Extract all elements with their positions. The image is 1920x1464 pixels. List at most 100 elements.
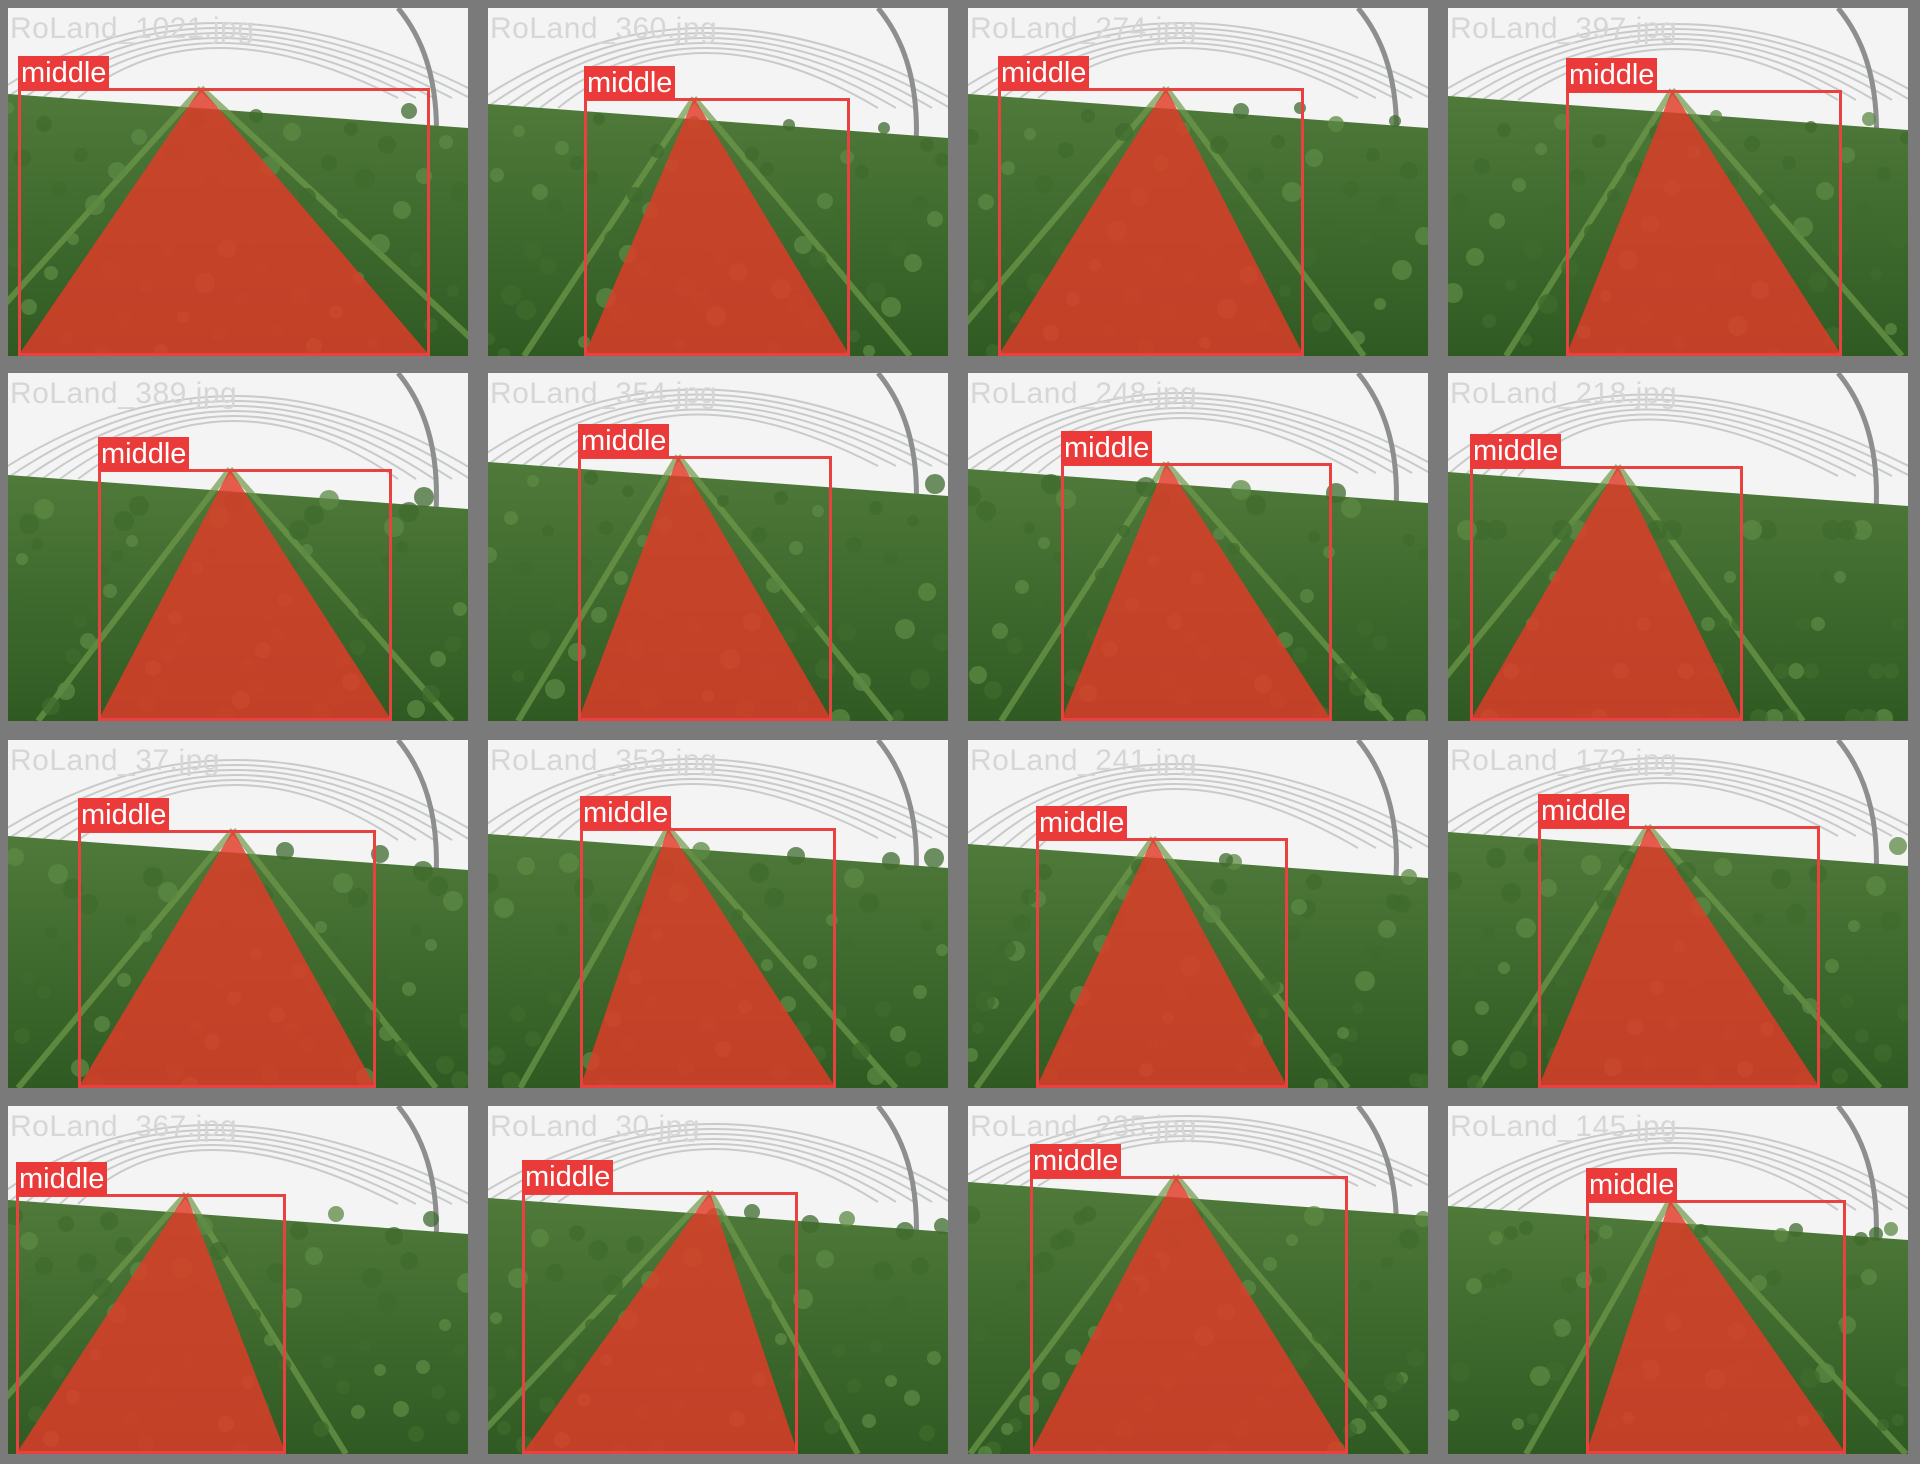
leaf [859, 893, 879, 913]
leaf [990, 966, 1010, 986]
leaf [1448, 872, 1462, 890]
leaf [488, 547, 497, 563]
leaf [824, 1418, 840, 1434]
leaf [1592, 134, 1606, 148]
leaf [125, 915, 137, 927]
leaf [789, 541, 803, 555]
segmentation-mask [78, 830, 376, 1088]
leaf [815, 659, 835, 679]
leaf [1115, 123, 1133, 141]
leaf [1897, 1005, 1908, 1021]
leaf [1406, 709, 1426, 721]
leaf [1486, 848, 1506, 868]
leaf [451, 1071, 468, 1088]
leaf [439, 135, 453, 149]
leaf [58, 1216, 74, 1232]
leaf [542, 525, 554, 537]
segmentation-mask [1538, 826, 1820, 1088]
tunnel-hoop [521, 42, 915, 109]
leaf [745, 147, 759, 161]
leaf [1846, 1274, 1862, 1290]
tunnel-hoop [968, 1120, 1428, 1187]
leaf [8, 587, 22, 601]
leaf [911, 1257, 929, 1275]
leaf [424, 318, 438, 332]
leaf [764, 888, 784, 908]
leaf [1448, 283, 1463, 303]
leaf [1868, 663, 1884, 679]
leaf [1889, 837, 1907, 855]
leaf [1742, 520, 1762, 540]
tunnel-hoop [503, 768, 933, 839]
leaf [488, 1386, 496, 1400]
leaf [1823, 1321, 1841, 1339]
leaf [1900, 132, 1908, 144]
tunnel-hoop [1463, 767, 1893, 837]
leaf [1378, 920, 1396, 938]
leaf [869, 501, 883, 515]
grass-path [1503, 88, 1675, 356]
leaf [993, 1303, 1007, 1317]
leaf [1386, 894, 1402, 910]
leaf [935, 153, 948, 167]
image-tile: RoLand_172.jpg middle [1448, 740, 1908, 1088]
leaf [1306, 874, 1322, 890]
tunnel-hoop [8, 759, 468, 830]
leaf [766, 577, 782, 593]
leaf [576, 557, 592, 573]
leaf [158, 882, 178, 902]
leaf [114, 511, 134, 531]
leaf [453, 602, 467, 616]
class-label: middle [580, 796, 672, 830]
leaf [416, 1360, 430, 1374]
leaf [553, 593, 571, 611]
tunnel-hoop [968, 768, 1428, 849]
leaf [1504, 1226, 1518, 1240]
leaf [379, 1025, 395, 1041]
leaf [423, 1211, 439, 1227]
leaf [760, 162, 774, 176]
leaf [461, 568, 468, 580]
leaf [1314, 1078, 1328, 1088]
leaf [1819, 571, 1831, 583]
leaf [1389, 115, 1401, 127]
leaf [568, 643, 586, 661]
leaf [77, 1253, 97, 1273]
leaf [1257, 1007, 1269, 1019]
leaf [74, 148, 88, 162]
leaf [1881, 911, 1901, 931]
grass-path [8, 1192, 189, 1400]
leaf [443, 891, 463, 911]
leaf [1554, 114, 1570, 130]
leaf [1848, 920, 1860, 932]
leaf [1260, 976, 1280, 996]
leaf [8, 1207, 23, 1225]
grass-path [1667, 1197, 1908, 1454]
leaf [1013, 915, 1031, 933]
leaf [37, 985, 51, 999]
grass-path [1448, 464, 1621, 680]
leaf [1248, 168, 1264, 184]
leaf [1877, 1419, 1889, 1431]
tunnel-hoop [1448, 757, 1908, 827]
leaf [304, 505, 324, 525]
tunnel-hoop [1517, 48, 1839, 101]
leaf [1800, 1368, 1820, 1388]
leaf [525, 1031, 541, 1047]
tunnel-hoop [1448, 1132, 1908, 1210]
leaf [1483, 927, 1495, 939]
image-tile: RoLand_274.jpg middle [968, 8, 1428, 356]
leaf [1016, 1280, 1028, 1292]
leaf [78, 894, 98, 914]
leaf [381, 556, 393, 568]
leaf [410, 924, 422, 936]
grass-path [1475, 824, 1651, 1088]
leaf [866, 282, 886, 302]
tunnel-hoop [8, 400, 468, 479]
leaf [1535, 143, 1547, 155]
leaf [1768, 948, 1780, 960]
greenhouse-scene [8, 1106, 468, 1454]
greenhouse-scene [968, 1106, 1428, 1454]
leaf [501, 285, 521, 305]
leaf [1584, 1230, 1598, 1244]
